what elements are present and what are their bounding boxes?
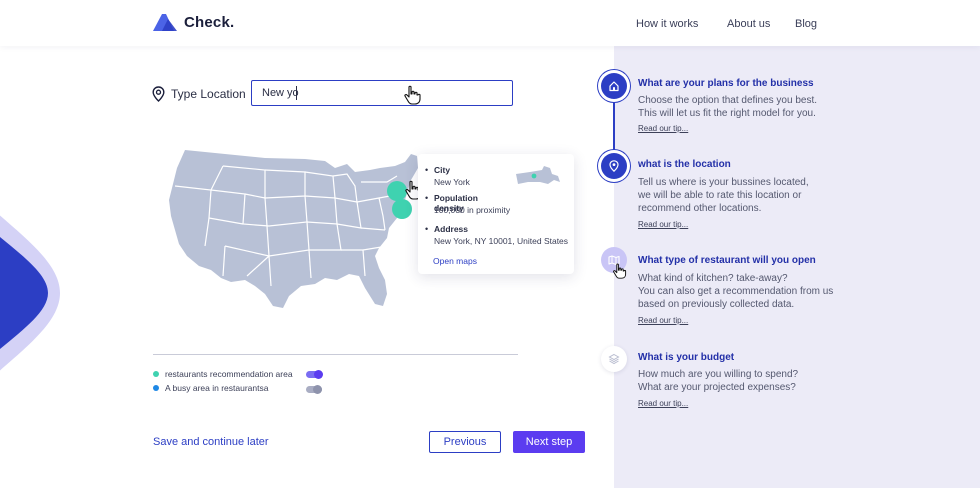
step-tip-link-4[interactable]: Read our tip... — [638, 399, 689, 408]
location-label: Type Location — [171, 87, 246, 101]
recommendation-area-marker[interactable] — [392, 199, 412, 219]
step-desc-1: Choose the option that defines you best.… — [638, 95, 818, 119]
step-title-3: What type of restaurant will you open — [638, 255, 816, 266]
divider — [153, 354, 518, 355]
step-desc-2: Tell us where is your bussines located, … — [638, 177, 809, 214]
nav-about-us[interactable]: About us — [727, 18, 771, 30]
decorative-blob — [0, 215, 60, 371]
top-nav: Check. How it works About us Blog — [0, 0, 980, 46]
info-item-title: City — [434, 165, 451, 175]
info-item-value: New York, NY 10001, United States — [434, 236, 569, 246]
info-item-title: Address — [434, 224, 469, 234]
step-desc-4: How much are you willing to spend? What … — [638, 369, 799, 393]
legend-label: restaurants recommendation area — [165, 369, 293, 379]
steps-panel — [614, 46, 980, 488]
step-title-2: what is the location — [638, 159, 731, 170]
legend-item-recommendation: restaurants recommendation area — [153, 369, 293, 379]
nav-how-it-works[interactable]: How it works — [636, 18, 699, 30]
legend-dot — [153, 371, 159, 377]
info-item-value: 100,000 in proximity — [434, 205, 511, 215]
text-caret — [296, 86, 297, 100]
location-pin-icon — [609, 160, 619, 172]
step-icon-1[interactable] — [601, 73, 627, 99]
location-input[interactable] — [251, 80, 513, 106]
step-icon-4[interactable] — [601, 346, 627, 372]
info-item-value: New York — [434, 177, 470, 187]
legend-item-busy: A busy area in restaurantsa — [153, 383, 268, 393]
legend-label: A busy area in restaurantsa — [165, 383, 269, 393]
recommendation-area-marker[interactable] — [387, 181, 407, 201]
nav-blog[interactable]: Blog — [795, 18, 818, 30]
logo[interactable]: Check. — [152, 11, 234, 33]
location-info-card: • City New York • Population density 100… — [418, 154, 574, 274]
info-item-title: Population density — [434, 193, 478, 213]
next-step-button[interactable]: Next step — [513, 431, 585, 453]
logo-text: Check. — [184, 13, 235, 31]
toggle-busy-area[interactable] — [306, 385, 322, 394]
pointer-hand-icon — [404, 85, 421, 105]
step-tip-link-3[interactable]: Read our tip... — [638, 316, 689, 325]
map-icon — [608, 255, 620, 265]
location-pin-icon — [152, 86, 165, 102]
open-maps-link[interactable]: Open maps — [433, 256, 477, 266]
step-desc-3: What kind of kitchen? take-away? You can… — [638, 273, 834, 310]
state-mini-map — [516, 166, 560, 184]
step-tip-link-2[interactable]: Read our tip... — [638, 220, 689, 229]
step-title-4: What is your budget — [638, 352, 735, 363]
usa-map[interactable] — [165, 146, 423, 318]
step-tip-link-1[interactable]: Read our tip... — [638, 124, 689, 133]
layers-icon — [608, 353, 620, 365]
toggle-recommendation-area[interactable] — [306, 370, 323, 379]
save-continue-later-link[interactable]: Save and continue later — [153, 436, 269, 448]
pointer-hand-icon — [613, 263, 627, 279]
step-progress-line — [613, 98, 615, 154]
logo-icon — [153, 14, 177, 31]
step-title-1: What are your plans for the business — [638, 78, 814, 89]
previous-button[interactable]: Previous — [429, 431, 501, 453]
home-icon — [609, 81, 619, 92]
step-icon-2[interactable] — [601, 153, 627, 179]
legend-dot — [153, 385, 159, 391]
